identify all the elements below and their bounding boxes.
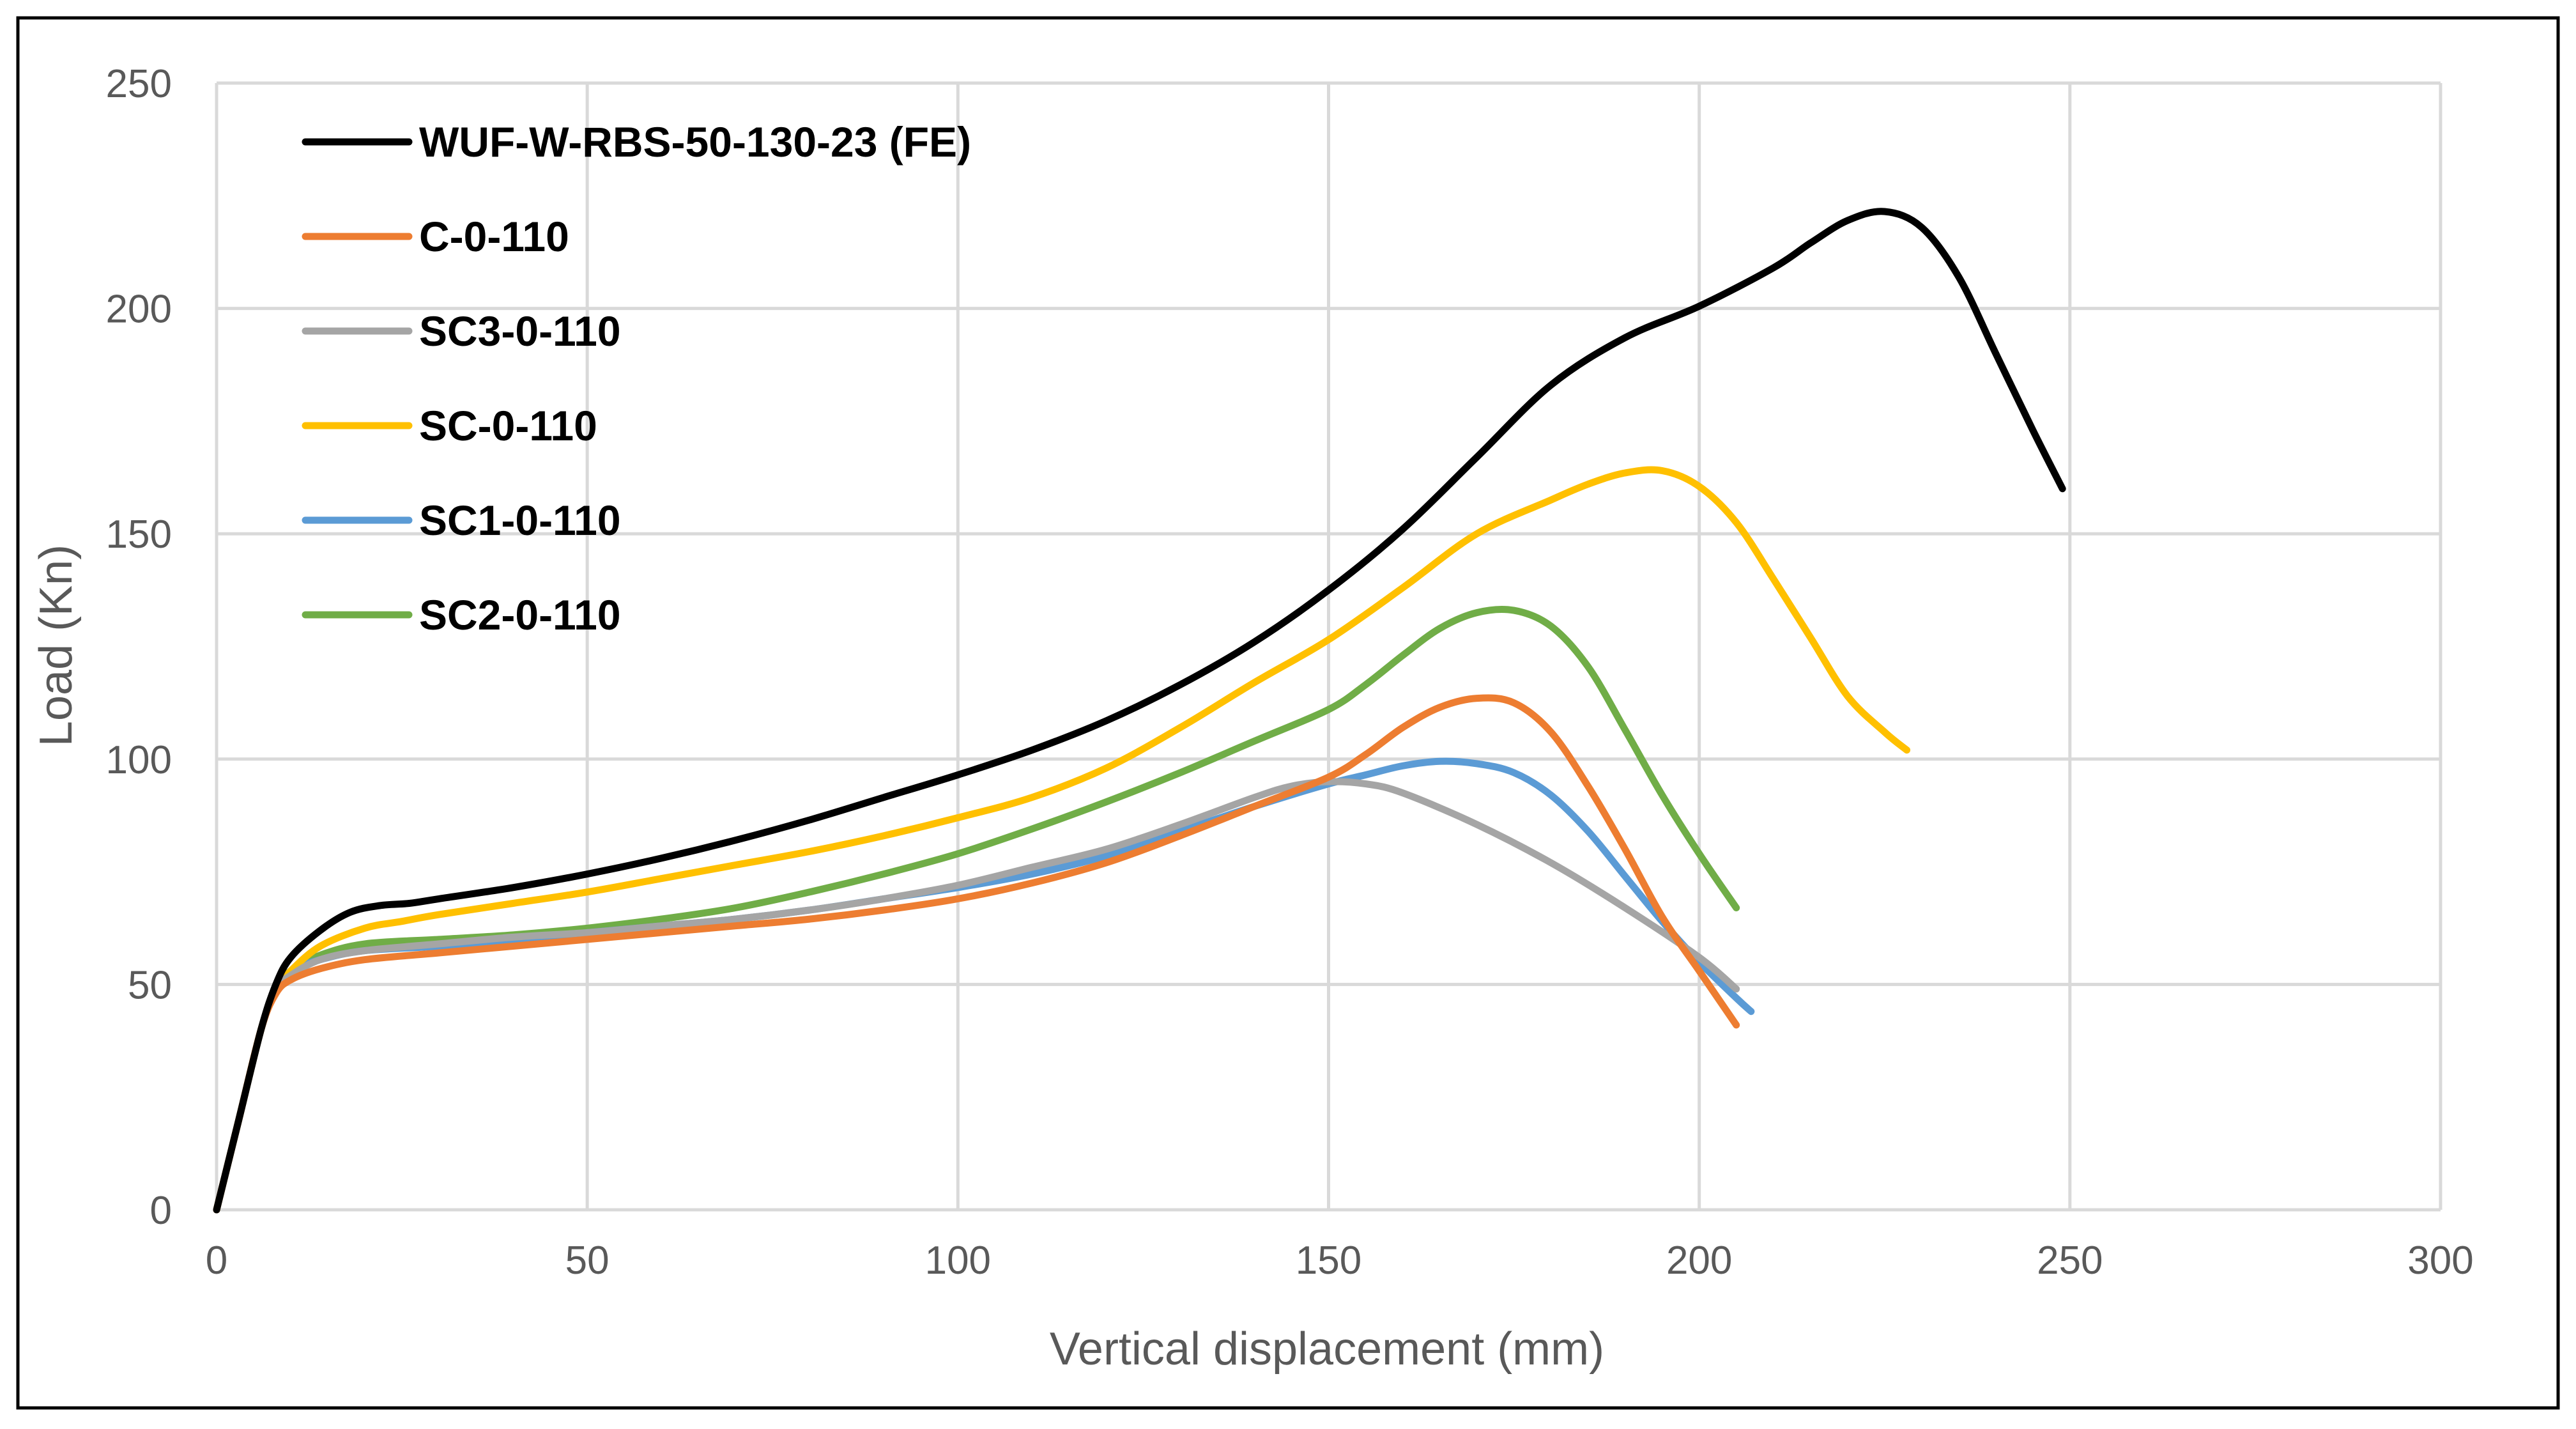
legend-label: SC1-0-110: [419, 497, 621, 544]
y-tick-label: 200: [106, 288, 172, 332]
series-lines: [213, 208, 2066, 1214]
chart-border: [16, 16, 2560, 1410]
x-axis-ticks: 0 50 100 150 200 250 300: [206, 1239, 2474, 1283]
legend-label: WUF-W-RBS-50-130-23 (FE): [419, 118, 971, 166]
x-tick-label: 300: [2407, 1239, 2473, 1283]
y-tick-label: 50: [128, 963, 172, 1007]
x-tick-label: 250: [2037, 1239, 2103, 1283]
y-tick-label: 100: [106, 738, 172, 782]
y-tick-label: 0: [150, 1189, 172, 1233]
y-tick-label: 150: [106, 513, 172, 557]
legend-item-sc1-0-110: SC1-0-110: [302, 497, 621, 544]
x-tick-label: 100: [925, 1239, 991, 1283]
legend-item-sc3-0-110: SC3-0-110: [302, 307, 621, 355]
series-line-sc2-0-110: [213, 605, 1740, 1214]
series-line-sc3-0-110: [213, 778, 1740, 1214]
x-axis-title: Vertical displacement (mm): [1050, 1324, 1604, 1375]
legend-item-sc-0-110: SC-0-110: [302, 402, 597, 449]
x-tick-label: 150: [1296, 1239, 1361, 1283]
legend-label: C-0-110: [419, 213, 569, 260]
series-line-c-0-110: [213, 694, 1740, 1214]
legend-item-sc2-0-110: SC2-0-110: [302, 591, 621, 638]
x-tick-label: 200: [1666, 1239, 1732, 1283]
series-line-wuf-w-rbs-50-130-23-fe: [213, 208, 2066, 1214]
legend: WUF-W-RBS-50-130-23 (FE) C-0-110 SC3-0-110…: [302, 118, 971, 638]
legend-label: SC-0-110: [419, 402, 597, 449]
x-tick-label: 50: [565, 1239, 610, 1283]
legend-label: SC2-0-110: [419, 591, 621, 638]
series-line-sc-0-110: [213, 466, 1911, 1214]
legend-item-wuf-w-rbs-50-130-23-fe: WUF-W-RBS-50-130-23 (FE): [302, 118, 971, 166]
y-axis-ticks: 0 50 100 150 200 250: [106, 62, 172, 1233]
y-tick-label: 250: [106, 62, 172, 106]
x-tick-label: 0: [206, 1239, 227, 1283]
gridlines: [215, 81, 2442, 1212]
y-axis-title: Load (Kn): [31, 545, 82, 746]
legend-item-c-0-110: C-0-110: [302, 213, 569, 260]
legend-label: SC3-0-110: [419, 307, 621, 355]
